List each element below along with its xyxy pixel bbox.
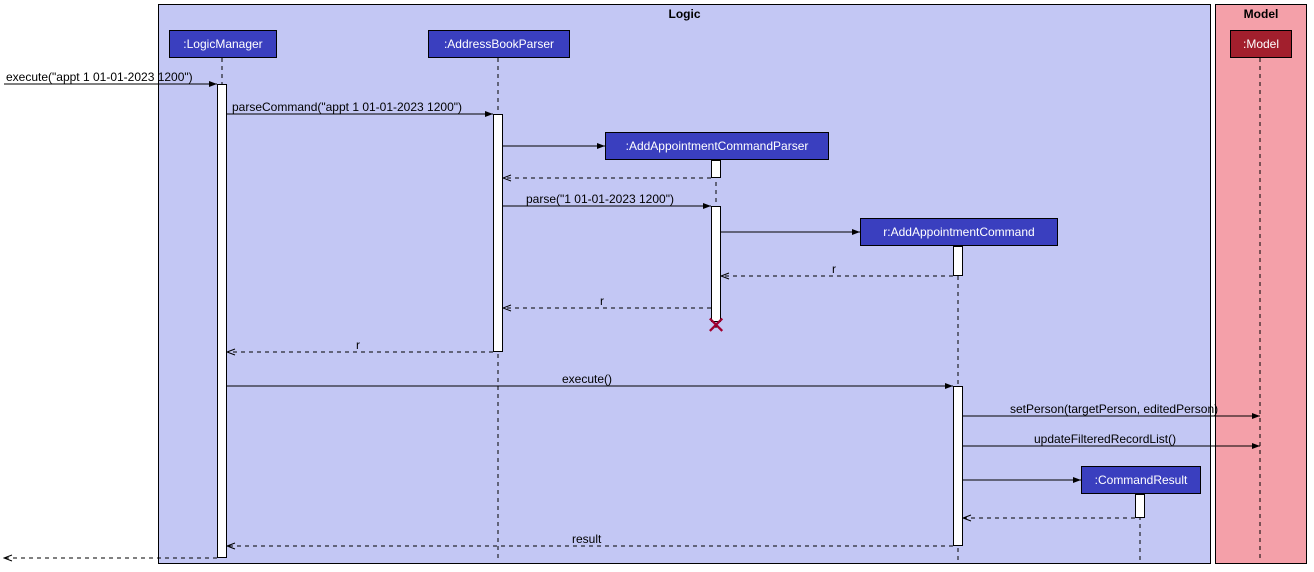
participant-model: :Model	[1230, 30, 1292, 58]
message-label: updateFilteredRecordList()	[1034, 432, 1176, 446]
message-label: r	[832, 262, 836, 276]
message-label: execute()	[562, 372, 612, 386]
participant-addApptCmd: r:AddAppointmentCommand	[860, 218, 1058, 246]
message-label: parse("1 01-01-2023 1200")	[526, 192, 674, 206]
participant-addApptParser: :AddAppointmentCommandParser	[605, 132, 829, 160]
message-label: r	[356, 338, 360, 352]
message-label: setPerson(targetPerson, editedPerson)	[1010, 402, 1218, 416]
activation-addApptCmd	[953, 386, 963, 546]
frame-model: Model	[1215, 4, 1307, 564]
frame-logic-label: Logic	[159, 5, 1210, 23]
participant-commandResult: :CommandResult	[1081, 466, 1201, 494]
message-label: result	[572, 532, 601, 546]
frame-logic: Logic	[158, 4, 1211, 564]
activation-addressBookParser	[493, 114, 503, 352]
destroy-marker: ✕	[706, 312, 726, 341]
message-label: r	[600, 294, 604, 308]
activation-addApptCmd	[953, 246, 963, 276]
activation-commandResult	[1135, 494, 1145, 518]
message-label: execute("appt 1 01-01-2023 1200")	[6, 70, 193, 84]
participant-addressBookParser: :AddressBookParser	[428, 30, 570, 58]
activation-addApptParser	[711, 160, 721, 178]
message-label: parseCommand("appt 1 01-01-2023 1200")	[232, 100, 462, 114]
activation-logicManager	[217, 84, 227, 558]
frame-model-label: Model	[1216, 5, 1306, 23]
activation-addApptParser	[711, 206, 721, 322]
participant-logicManager: :LogicManager	[169, 30, 277, 58]
